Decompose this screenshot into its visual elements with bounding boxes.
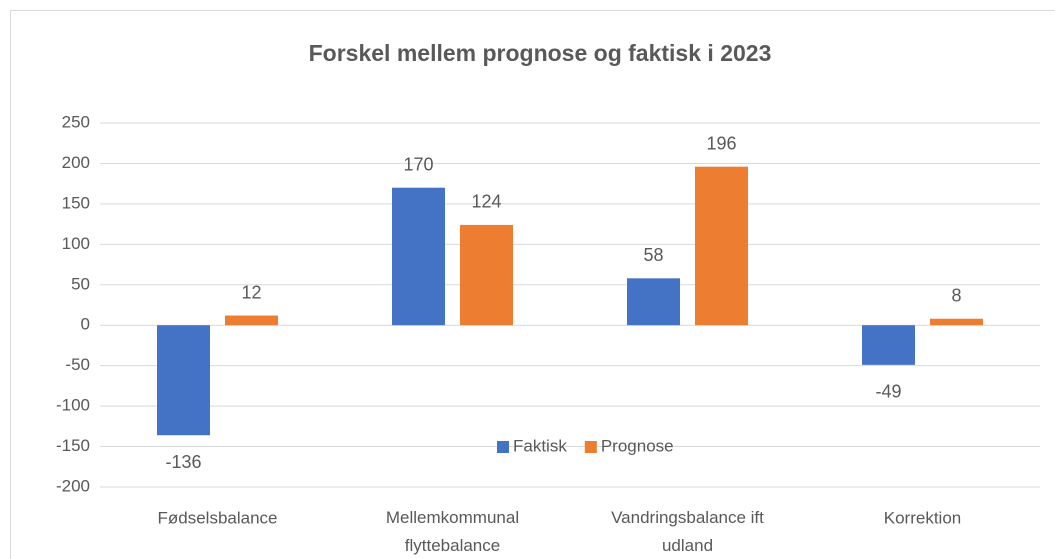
bar — [157, 325, 210, 436]
data-label: 12 — [241, 282, 261, 302]
legend-label: Prognose — [601, 436, 674, 455]
data-label: 8 — [951, 286, 961, 306]
bar — [862, 325, 915, 365]
y-tick-label: -50 — [65, 355, 90, 374]
bar — [695, 166, 748, 326]
data-label: 124 — [471, 192, 501, 212]
bar — [627, 278, 680, 326]
x-tick-label: Mellemkommunal flyttebalance — [386, 508, 519, 555]
legend-swatch — [497, 441, 509, 453]
y-tick-label: 50 — [71, 274, 90, 293]
y-tick-label: 200 — [62, 153, 90, 172]
data-label: -136 — [165, 452, 201, 472]
legend-label: Faktisk — [513, 436, 567, 455]
bar — [225, 315, 278, 326]
bar — [930, 318, 983, 326]
bar — [460, 224, 513, 326]
x-tick-label: Korrektion — [884, 508, 961, 527]
data-label: 58 — [643, 245, 663, 265]
chart-title: Forskel mellem prognose og faktisk i 202… — [309, 40, 772, 66]
bar — [392, 187, 445, 326]
x-tick-label: Vandringsbalance ift udland — [611, 508, 764, 555]
data-label: 170 — [403, 154, 433, 174]
y-tick-label: 150 — [62, 193, 90, 212]
y-tick-label: -100 — [56, 396, 90, 415]
data-label: -49 — [875, 382, 901, 402]
x-tick-label: Fødselsbalance — [157, 508, 277, 527]
y-tick-label: 100 — [62, 234, 90, 253]
y-tick-label: 0 — [81, 315, 90, 334]
legend-swatch — [584, 441, 597, 453]
y-tick-label: 250 — [62, 112, 90, 131]
data-label: 196 — [706, 133, 736, 153]
y-tick-label: -200 — [56, 476, 90, 495]
y-tick-label: -150 — [56, 436, 90, 455]
